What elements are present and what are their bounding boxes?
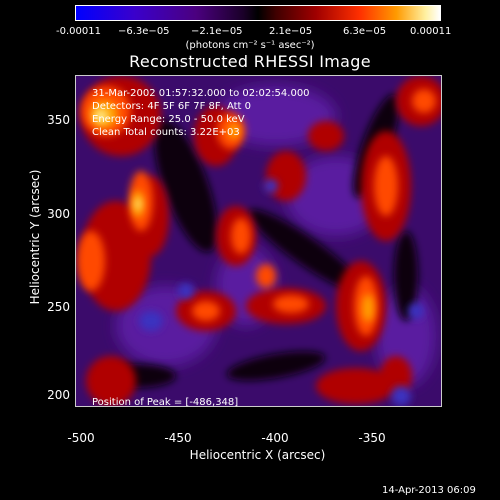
colorbar-tick: 2.1e−05: [269, 26, 313, 37]
rhessi-image: [76, 76, 441, 406]
y-tick: 300: [47, 207, 70, 221]
image-title: Reconstructed RHESSI Image: [129, 52, 371, 71]
colorbar-tick: −2.1e−05: [191, 26, 243, 37]
detectors-annotation: Detectors: 4F 5F 6F 7F 8F, Att 0: [92, 101, 252, 112]
colorbar-units: (photons cm⁻² s⁻¹ asec⁻²): [185, 40, 315, 51]
colorbar-tick: 6.3e−05: [343, 26, 387, 37]
colorbar-tick: −6.3e−05: [118, 26, 170, 37]
x-tick: -400: [261, 431, 289, 445]
datestamp: 14-Apr-2013 06:09: [382, 485, 476, 496]
peak-position-annotation: Position of Peak = [-486,348]: [92, 397, 239, 408]
colorbar: [75, 5, 441, 21]
energy-range-annotation: Energy Range: 25.0 - 50.0 keV: [92, 114, 245, 125]
time-range-annotation: 31-Mar-2002 01:57:32.000 to 02:02:54.000: [92, 88, 310, 99]
plot-area: [75, 75, 442, 407]
y-tick: 200: [47, 388, 70, 402]
colorbar-tick: 0.00011: [410, 26, 452, 37]
x-tick: -350: [358, 431, 386, 445]
y-axis-label: Heliocentric Y (arcsec): [28, 169, 42, 305]
x-tick: -450: [164, 431, 192, 445]
x-axis-label: Heliocentric X (arcsec): [189, 448, 326, 462]
x-tick: -500: [67, 431, 95, 445]
y-tick: 350: [47, 113, 70, 127]
counts-annotation: Clean Total counts: 3.22E+03: [92, 127, 240, 138]
colorbar-tick: -0.00011: [56, 26, 101, 37]
y-tick: 250: [47, 300, 70, 314]
